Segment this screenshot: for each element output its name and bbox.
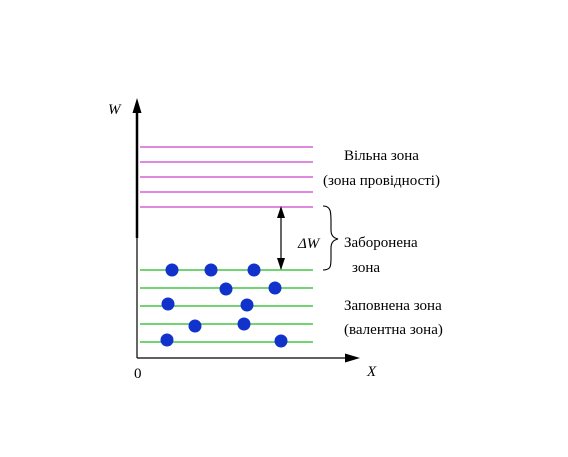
forbidden-band-label-line2: зона bbox=[352, 260, 380, 276]
electron bbox=[161, 297, 175, 311]
electron bbox=[160, 333, 174, 347]
w-axis-arrow-icon bbox=[132, 98, 142, 113]
valence-band-label-line2: (валентна зона) bbox=[344, 322, 443, 338]
x-axis-arrow-icon bbox=[345, 353, 360, 363]
electron bbox=[240, 298, 254, 312]
conduction-band-label-line1: Вільна зона bbox=[344, 148, 419, 164]
x-axis-label: X bbox=[366, 364, 377, 380]
w-axis-label: W bbox=[108, 102, 122, 118]
conduction-band-lines bbox=[140, 146, 313, 208]
gap-arrow-down-icon bbox=[277, 258, 285, 270]
forbidden-band-label-line1: Заборонена bbox=[344, 235, 418, 251]
delta-w-label: ΔW bbox=[297, 236, 321, 252]
electron bbox=[268, 281, 282, 295]
conduction-band-label-line2: (зона провідності) bbox=[323, 173, 440, 189]
gap-brace-icon bbox=[322, 205, 339, 271]
electron bbox=[219, 282, 233, 296]
electrons bbox=[160, 263, 288, 348]
electron bbox=[165, 263, 179, 277]
gap-arrow-up-icon bbox=[277, 206, 285, 218]
axes: W X 0 bbox=[108, 98, 377, 382]
electron bbox=[188, 319, 202, 333]
electron bbox=[204, 263, 218, 277]
electron bbox=[247, 263, 261, 277]
electron bbox=[237, 317, 251, 331]
electron bbox=[274, 334, 288, 348]
band-gap-arrow bbox=[277, 206, 285, 270]
valence-band-label-line1: Заповнена зона bbox=[344, 298, 442, 314]
origin-label: 0 bbox=[134, 366, 142, 382]
